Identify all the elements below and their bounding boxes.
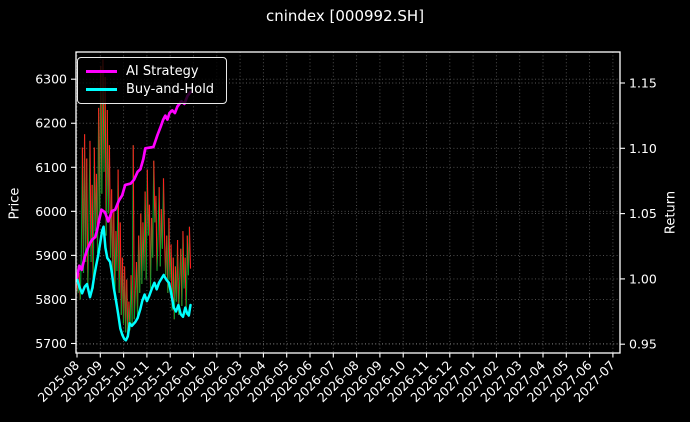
ai-strategy-color-swatch: [86, 70, 117, 74]
legend-label-buy-and-hold: Buy-and-Hold: [126, 81, 215, 97]
price-tick-label: 5800: [35, 292, 67, 307]
price-segment: [133, 290, 136, 320]
price-segment: [188, 226, 192, 269]
buy-and-hold-line: [75, 225, 192, 342]
y-axis-label-price: Price: [7, 187, 23, 220]
price-segment: [146, 169, 149, 236]
price-tick-label: 6000: [35, 204, 67, 219]
price-segment: [132, 145, 135, 320]
price-tick-label: 5700: [35, 336, 67, 351]
price-tick-label: 6200: [35, 116, 67, 131]
return-tick-label: 1.05: [629, 206, 657, 221]
price-tick-label: 5900: [35, 248, 67, 263]
axes-spines-and-ticks: [71, 51, 625, 358]
legend-label-ai-strategy: AI Strategy: [126, 64, 199, 80]
price-segment: [155, 195, 158, 271]
legend: AI Strategy Buy-and-Hold: [77, 57, 227, 104]
return-tick-label: 0.95: [629, 337, 657, 352]
return-tick-label: 1.10: [629, 141, 657, 156]
price-tick-label: 6100: [35, 160, 67, 175]
ai-strategy-line: [75, 90, 192, 279]
legend-item-ai-strategy: AI Strategy: [86, 65, 218, 78]
buy-and-hold-color-swatch: [86, 87, 117, 91]
price-segment: [156, 235, 159, 271]
price-segment: [87, 222, 90, 287]
price-tick-label: 6300: [35, 72, 67, 87]
price-segment: [153, 160, 156, 223]
return-tick-label: 1.15: [629, 76, 657, 91]
grid-lines: [76, 52, 620, 353]
return-tick-label: 1.00: [629, 271, 657, 286]
price-segment: [176, 239, 180, 315]
chart-title: cnindex [000992.SH]: [265, 7, 425, 25]
y-axis-label-return: Return: [663, 190, 679, 235]
price-segment: [162, 178, 166, 240]
legend-item-buy-and-hold: Buy-and-Hold: [86, 83, 218, 96]
tick-labels: 2025-082025-092025-102025-112025-122026-…: [35, 72, 657, 405]
